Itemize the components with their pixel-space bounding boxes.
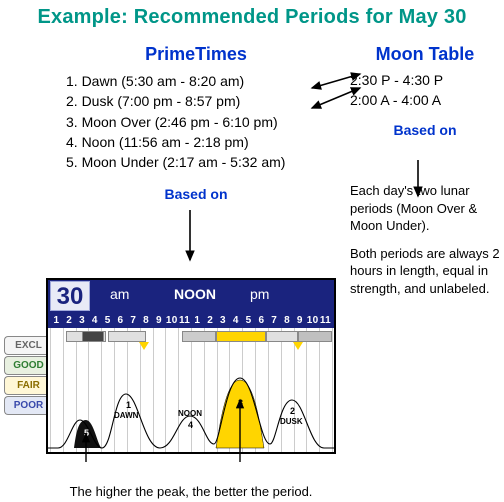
prime-list-item: 1. Dawn (5:30 am - 8:20 am) [66,71,336,91]
moon-desc-1: Each day's two lunar periods (Moon Over … [350,182,500,235]
am-label: am [110,286,129,302]
prime-list: 1. Dawn (5:30 am - 8:20 am)2. Dusk (7:00… [66,71,336,172]
prime-list-item: 5. Moon Under (2:17 am - 5:32 am) [66,152,336,172]
prime-heading: PrimeTimes [56,44,336,65]
peak-label: NOON [178,410,202,418]
peak-number: 2 [290,406,295,416]
quality-tab: POOR [4,396,52,415]
chart-grid: 5MOONUNDER1DAWN4NOON3MOONOVER2DUSK [48,328,334,452]
peak-number: 5 [84,428,89,438]
page-title: Example: Recommended Periods for May 30 [0,0,504,29]
moon-list: 2:30 P - 4:30 P2:00 A - 4:00 A [350,71,500,110]
noon-label: NOON [174,286,216,302]
moon-desc-2: Both periods are always 2 hours in lengt… [350,245,500,298]
chart-container: 30 am NOON pm 12345678910111234567891011… [46,278,336,499]
pm-label: pm [250,286,269,302]
moon-list-item: 2:00 A - 4:00 A [350,91,500,111]
moon-table-column: Moon Table 2:30 P - 4:30 P2:00 A - 4:00 … [350,44,500,307]
moon-based-on: Based on [350,122,500,138]
day-chart: 30 am NOON pm 12345678910111234567891011… [46,278,336,454]
prime-times-column: PrimeTimes 1. Dawn (5:30 am - 8:20 am)2.… [66,44,336,202]
moon-list-item: 2:30 P - 4:30 P [350,71,500,91]
quality-tab: GOOD [4,356,52,375]
prime-list-item: 3. Moon Over (2:46 pm - 6:10 pm) [66,112,336,132]
prime-list-item: 2. Dusk (7:00 pm - 8:57 pm) [66,91,336,111]
peak-curve [48,324,334,452]
moon-heading: Moon Table [350,44,500,65]
prime-based-on: Based on [56,186,336,202]
peak-number: 4 [188,420,193,430]
peak-number: 3 [238,398,243,408]
quality-tab: EXCL [4,336,52,355]
peak-label: DAWN [114,412,138,420]
peak-number: 1 [126,400,131,410]
prime-list-item: 4. Noon (11:56 am - 2:18 pm) [66,132,336,152]
quality-tabs: EXCLGOODFAIRPOOR [4,336,52,416]
quality-tab: FAIR [4,376,52,395]
chart-caption: The higher the peak, the better the peri… [46,484,336,499]
peak-label: DUSK [280,418,303,426]
moon-description: Each day's two lunar periods (Moon Over … [350,182,500,297]
chart-header: 30 am NOON pm 12345678910111234567891011 [48,280,334,328]
day-number: 30 [50,281,90,311]
